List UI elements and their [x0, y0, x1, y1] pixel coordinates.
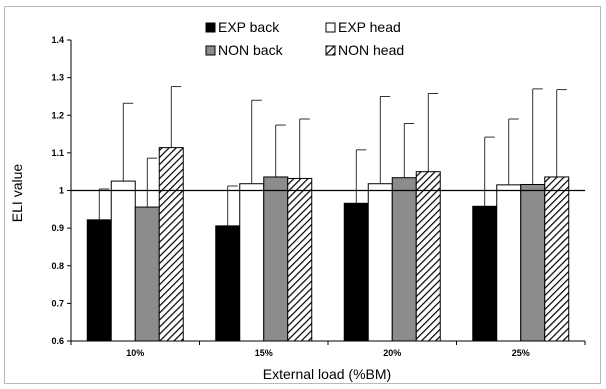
legend-swatch [325, 45, 336, 56]
x-axis-title: External load (%BM) [263, 366, 391, 382]
bar [544, 176, 570, 342]
bar [239, 183, 265, 342]
legend-label: EXP head [338, 19, 401, 35]
bar [520, 183, 546, 342]
bar [367, 183, 393, 342]
y-tick-label: 0.6 [51, 336, 64, 346]
bar [110, 180, 136, 342]
y-tick-label: 0.7 [51, 298, 64, 308]
x-tick-label: 20% [383, 348, 401, 358]
legend-swatch [205, 45, 216, 56]
bar [415, 171, 441, 342]
bar [472, 205, 498, 342]
bar [343, 202, 369, 342]
legend-swatch [205, 22, 216, 33]
legend-swatch [325, 22, 336, 33]
y-tick-label: 1 [59, 186, 64, 196]
y-axis-title: ELI value [9, 164, 25, 223]
legend-label: NON head [338, 42, 404, 58]
bar [86, 219, 112, 342]
x-tick-label: 15% [255, 348, 273, 358]
bar [158, 147, 184, 342]
y-tick-label: 1.2 [51, 110, 64, 120]
bar [496, 184, 522, 342]
bar-chart: 0.6 0.7 0.8 0.9 1 1.1 1.2 1.3 1.4 10% 15% 20% 25% EXP… [9, 19, 586, 382]
bar [215, 225, 241, 342]
y-tick-label: 1.4 [51, 35, 64, 45]
x-tick-label: 10% [126, 348, 144, 358]
legend-label: EXP back [218, 19, 280, 35]
bar [287, 177, 313, 342]
y-tick-label: 0.8 [51, 261, 64, 271]
y-tick-label: 0.9 [51, 223, 64, 233]
bar [263, 176, 289, 342]
chart-frame: 0.6 0.7 0.8 0.9 1 1.1 1.2 1.3 1.4 10% 15% 20% 25% EXP… [4, 6, 601, 384]
x-tick-label: 25% [512, 348, 530, 358]
y-tick-label: 1.1 [51, 148, 64, 158]
bar [391, 177, 417, 342]
y-tick-label: 1.3 [51, 73, 64, 83]
legend-label: NON back [218, 42, 284, 58]
bar [134, 206, 160, 342]
